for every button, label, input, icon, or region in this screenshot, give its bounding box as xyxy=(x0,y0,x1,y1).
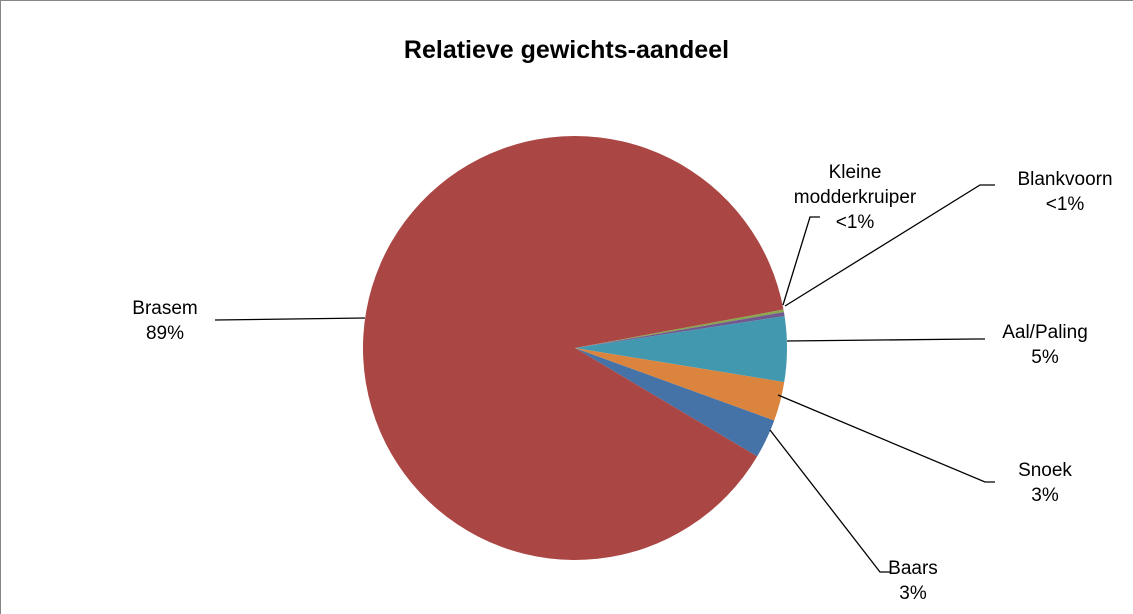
data-label: Aal/Paling 5% xyxy=(975,320,1115,370)
label-name: Snoek xyxy=(1018,460,1072,481)
chart-title: Relatieve gewichts-aandeel xyxy=(403,36,730,64)
label-name: Brasem xyxy=(132,298,198,319)
label-value: 5% xyxy=(1031,347,1059,368)
data-label: Brasem 89% xyxy=(100,296,230,346)
label-name: Baars xyxy=(888,558,938,579)
pie-slice xyxy=(575,309,784,348)
label-value: <1% xyxy=(835,212,875,233)
data-label: Blankvoorn <1% xyxy=(990,167,1133,217)
pie-slice xyxy=(575,316,787,383)
label-name: Aal/Paling xyxy=(1002,322,1088,343)
data-label: Snoek 3% xyxy=(990,458,1100,508)
leader-line xyxy=(777,394,995,483)
label-value: 3% xyxy=(1031,485,1059,506)
pie-slice xyxy=(575,312,785,348)
pie-slice xyxy=(575,348,785,421)
leader-line xyxy=(786,338,985,342)
data-label: Baars 3% xyxy=(858,556,968,606)
pie-slice xyxy=(363,135,784,560)
label-name: Blankvoorn xyxy=(1017,169,1113,190)
label-name: Kleine modderkruiper xyxy=(793,162,917,208)
label-value: <1% xyxy=(1045,194,1085,215)
leader-line xyxy=(214,317,366,321)
label-value: 89% xyxy=(145,323,185,344)
leader-line xyxy=(769,429,890,573)
pie-slice xyxy=(575,348,775,457)
data-label: Kleine modderkruiper <1% xyxy=(780,160,930,235)
label-value: 3% xyxy=(899,583,927,604)
leader-line xyxy=(784,184,995,307)
leader-line xyxy=(782,216,820,306)
